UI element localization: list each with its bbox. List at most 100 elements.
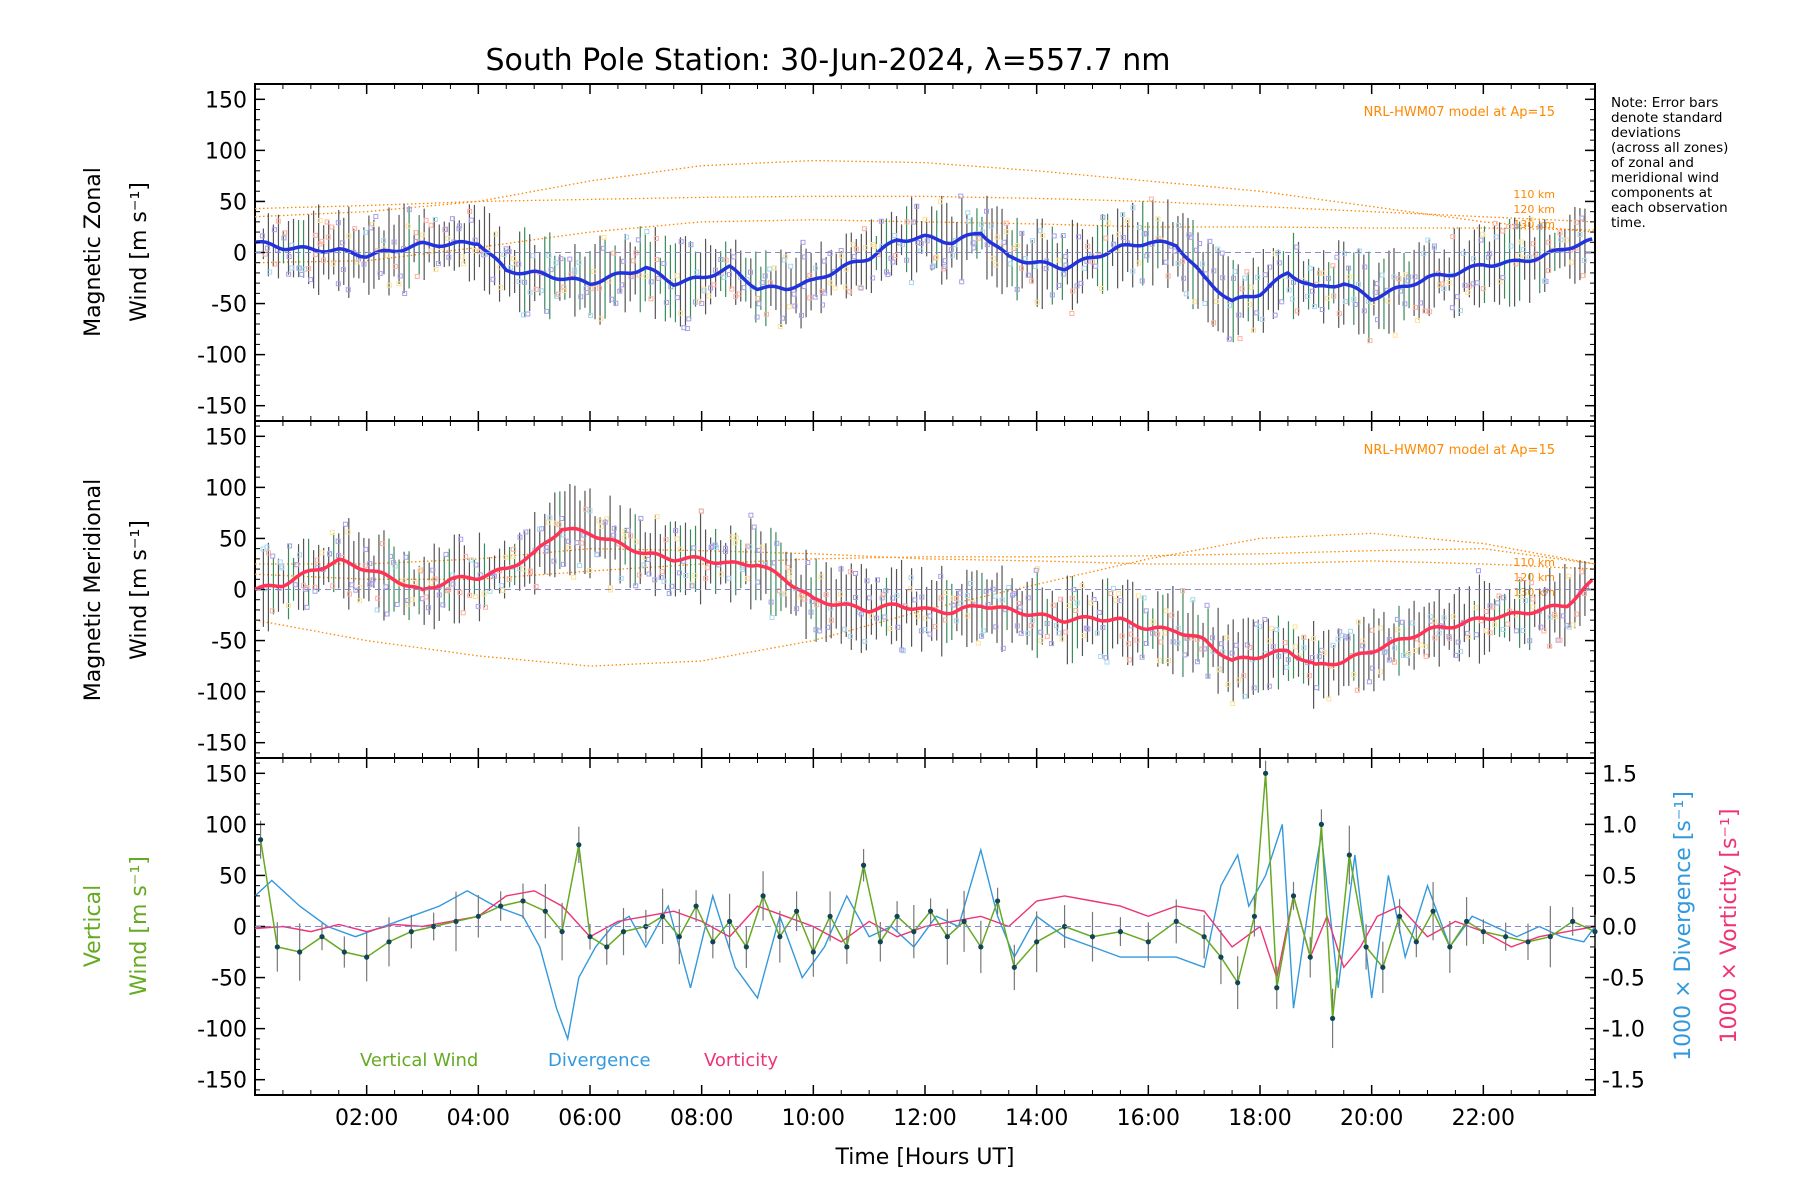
sample-marker bbox=[286, 603, 292, 609]
sample-marker bbox=[1100, 625, 1106, 631]
sample-marker bbox=[508, 265, 514, 271]
sample-marker bbox=[663, 537, 669, 543]
sample-marker bbox=[652, 577, 658, 583]
sample-marker bbox=[501, 251, 507, 257]
sample-marker bbox=[1074, 600, 1080, 606]
sample-marker bbox=[729, 286, 735, 292]
sample-marker bbox=[1289, 296, 1295, 302]
sample-marker bbox=[1492, 622, 1498, 628]
sample-marker bbox=[1573, 219, 1579, 225]
vertical-wind-point bbox=[542, 908, 548, 914]
sample-marker bbox=[825, 624, 831, 630]
sample-marker bbox=[880, 592, 886, 598]
sample-marker bbox=[594, 551, 600, 557]
vertical-wind-point bbox=[1592, 929, 1598, 935]
sample-marker bbox=[1436, 630, 1442, 636]
sample-marker bbox=[306, 265, 312, 271]
sample-marker bbox=[1098, 653, 1104, 659]
sample-marker bbox=[809, 599, 815, 605]
sample-marker bbox=[862, 638, 868, 644]
sample-marker bbox=[1225, 681, 1231, 687]
sample-marker bbox=[1341, 251, 1347, 257]
sample-marker bbox=[838, 591, 844, 597]
sample-marker bbox=[618, 575, 624, 581]
sample-marker bbox=[1404, 653, 1410, 659]
sample-marker bbox=[878, 218, 884, 224]
sample-marker bbox=[383, 584, 389, 590]
sample-marker bbox=[1011, 246, 1017, 252]
sample-marker bbox=[718, 256, 724, 262]
sample-marker bbox=[571, 574, 577, 580]
sample-marker bbox=[740, 567, 746, 573]
sample-marker bbox=[884, 269, 890, 275]
sample-marker bbox=[1059, 636, 1065, 642]
sample-marker bbox=[1063, 262, 1069, 268]
sample-marker bbox=[1279, 299, 1285, 305]
sample-marker bbox=[781, 257, 787, 263]
sample-marker bbox=[1270, 644, 1276, 650]
vertical-wind-point bbox=[827, 913, 833, 919]
sample-marker bbox=[698, 508, 704, 514]
x-axis-label: Time [Hours UT] bbox=[835, 1145, 1015, 1170]
sample-marker bbox=[1475, 568, 1481, 574]
sample-marker bbox=[744, 576, 750, 582]
sample-marker bbox=[843, 266, 849, 272]
sample-marker bbox=[942, 617, 948, 623]
sample-marker bbox=[1100, 214, 1106, 220]
vertical-wind-point bbox=[386, 939, 392, 945]
meridional-plot-layer bbox=[254, 484, 1596, 709]
sample-marker bbox=[324, 219, 330, 225]
sample-marker bbox=[1028, 623, 1034, 629]
sample-marker bbox=[838, 566, 844, 572]
sample-marker bbox=[1336, 311, 1342, 317]
sample-marker bbox=[1366, 679, 1372, 685]
sample-marker bbox=[430, 567, 436, 573]
sample-marker bbox=[619, 282, 625, 288]
sample-marker bbox=[1200, 261, 1206, 267]
sample-marker bbox=[729, 534, 735, 540]
sample-marker bbox=[1570, 622, 1576, 628]
sample-marker bbox=[443, 226, 449, 232]
sample-marker bbox=[598, 523, 604, 529]
sample-marker bbox=[537, 526, 543, 532]
sample-marker bbox=[1520, 627, 1526, 633]
sample-marker bbox=[1362, 264, 1368, 270]
y-tick-label: 150 bbox=[205, 762, 247, 787]
sample-marker bbox=[1175, 222, 1181, 228]
y2-tick-label: -1.0 bbox=[1602, 1018, 1645, 1043]
sample-marker bbox=[598, 316, 604, 322]
sample-marker bbox=[296, 552, 302, 558]
sample-marker bbox=[327, 551, 333, 557]
sample-marker bbox=[959, 279, 965, 285]
sample-marker bbox=[320, 257, 326, 263]
sample-marker bbox=[684, 326, 690, 332]
sample-marker bbox=[1175, 260, 1181, 266]
sample-marker bbox=[294, 562, 300, 568]
vertical-wind-point bbox=[1173, 918, 1179, 924]
sample-marker bbox=[435, 261, 441, 267]
sample-marker bbox=[914, 203, 920, 209]
sample-marker bbox=[1465, 633, 1471, 639]
sample-marker bbox=[1125, 217, 1131, 223]
sample-marker bbox=[1126, 657, 1132, 663]
sample-marker bbox=[723, 549, 729, 555]
legend-vertical-wind: Vertical Wind bbox=[360, 1050, 478, 1071]
sample-marker bbox=[1345, 635, 1351, 641]
sample-marker bbox=[1439, 281, 1445, 287]
sample-marker bbox=[1143, 608, 1149, 614]
sample-marker bbox=[763, 311, 769, 317]
sample-marker bbox=[827, 250, 833, 256]
sample-marker bbox=[1473, 605, 1479, 611]
sample-marker bbox=[912, 597, 918, 603]
sample-marker bbox=[727, 272, 733, 278]
sample-marker bbox=[380, 541, 386, 547]
sample-marker bbox=[1170, 639, 1176, 645]
sample-marker bbox=[1139, 654, 1145, 660]
sample-marker bbox=[1230, 701, 1236, 707]
sample-marker bbox=[1285, 657, 1291, 663]
sample-marker bbox=[1506, 224, 1512, 230]
sample-marker bbox=[606, 278, 612, 284]
sample-marker bbox=[1010, 592, 1016, 598]
sample-marker bbox=[1475, 280, 1481, 286]
sample-marker bbox=[1316, 654, 1322, 660]
